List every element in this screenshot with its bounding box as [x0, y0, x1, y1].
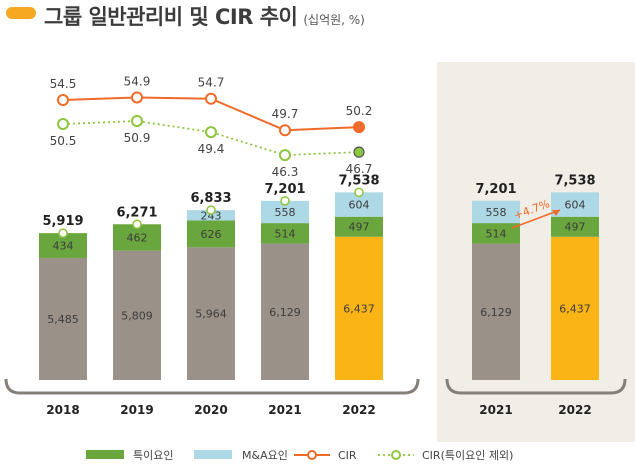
- compare-label-total-2022: 7,538: [554, 173, 595, 188]
- cir-point-2020: [205, 92, 217, 105]
- main-label-special-2018: 434: [53, 240, 74, 253]
- compare-bar-mna-2022: [551, 192, 599, 217]
- main-label-base-2019: 5,809: [121, 309, 153, 322]
- main-label-total-2022: 7,538: [338, 173, 379, 188]
- main-bar-mna-2021: [261, 200, 309, 224]
- cir-ex-point-2022: [353, 146, 365, 158]
- main-stack-top-marker-2019: [132, 219, 142, 230]
- compare-label-special-2022: 497: [565, 221, 586, 234]
- legend-marker-cir-ex: [391, 450, 401, 460]
- main-bar-special-2022: [335, 216, 383, 237]
- compare-x-tick-2021: 2021: [479, 403, 512, 417]
- main-stack-top-marker-2022: [354, 187, 364, 198]
- main-bar-base-2019: [113, 250, 161, 380]
- main-x-tick-2022: 2022: [342, 403, 375, 417]
- main-label-base-2018: 5,485: [47, 313, 79, 326]
- growth-arrow-line: [511, 209, 561, 229]
- main-stack-top-marker-2020: [206, 205, 216, 215]
- cir-label-2020: 54.7: [198, 76, 225, 90]
- compare-label-mna-2021: 558: [486, 206, 507, 219]
- main-label-mna-2020: 243: [201, 209, 222, 222]
- main-label-mna-2022: 604: [349, 199, 370, 212]
- compare-x-tick-2022: 2022: [558, 403, 591, 417]
- cir-label-2022: 50.2: [346, 104, 373, 118]
- chart-title: 그룹 일반관리비 및 CIR 추이 (십억원, %): [44, 1, 365, 31]
- cir-point-2022: [353, 121, 365, 134]
- main-label-special-2022: 497: [349, 221, 370, 234]
- main-label-mna-2021: 558: [275, 206, 296, 219]
- cir-ex-point-2020: [205, 126, 217, 139]
- main-label-total-2019: 6,271: [116, 205, 157, 220]
- compare-label-base-2022: 6,437: [559, 302, 591, 315]
- main-bar-mna-2020: [187, 210, 235, 221]
- cir-point-2018: [57, 94, 69, 106]
- cir-ex-line: [62, 120, 360, 156]
- cir-ex-label-2019: 50.9: [124, 131, 151, 145]
- main-label-total-2020: 6,833: [190, 191, 231, 206]
- compare-bar-special-2021: [472, 223, 520, 244]
- compare-bar-special-2022: [551, 216, 599, 237]
- legend-label-cir-ex: CIR(특이요인 제외): [422, 449, 513, 462]
- main-bar-special-2020: [187, 220, 235, 248]
- main-x-tick-2019: 2019: [120, 403, 153, 417]
- main-label-base-2020: 5,964: [195, 308, 227, 321]
- main-bar-base-2022: [335, 236, 383, 380]
- cir-ex-point-2019: [131, 115, 143, 128]
- legend-label-mna: M&A요인: [242, 449, 288, 462]
- main-label-base-2022: 6,437: [343, 302, 375, 315]
- title-marker: [6, 7, 36, 19]
- main-x-tick-2021: 2021: [268, 403, 301, 417]
- cir-label-2019: 54.9: [124, 74, 151, 88]
- cir-ex-label-2022: 46.7: [346, 162, 373, 176]
- legend-swatch-special: [86, 450, 124, 459]
- compare-bar-mna-2021: [472, 200, 520, 224]
- growth-arrow-head: [552, 210, 560, 216]
- comparison-panel: [437, 62, 635, 442]
- main-axis-bracket: [4, 378, 420, 395]
- main-label-special-2020: 626: [201, 228, 222, 241]
- main-label-special-2019: 462: [127, 232, 148, 245]
- main-label-total-2021: 7,201: [264, 182, 305, 197]
- chart-title-text: 그룹 일반관리비 및 CIR 추이: [44, 5, 298, 29]
- main-bar-base-2018: [39, 257, 87, 380]
- compare-bar-base-2021: [472, 243, 520, 380]
- cir-point-2021: [279, 124, 291, 137]
- cir-label-2018: 54.5: [50, 77, 77, 91]
- legend-label-cir: CIR: [338, 449, 357, 462]
- main-label-base-2021: 6,129: [269, 306, 301, 319]
- main-x-tick-2020: 2020: [194, 403, 227, 417]
- compare-label-special-2021: 514: [486, 227, 507, 240]
- compare-bar-base-2022: [551, 236, 599, 380]
- compare-axis-bracket: [445, 378, 627, 395]
- cir-ex-label-2018: 50.5: [50, 134, 77, 148]
- main-label-total-2018: 5,919: [42, 214, 83, 229]
- main-label-special-2021: 514: [275, 227, 296, 240]
- cir-ex-label-2021: 46.3: [272, 165, 299, 179]
- main-stack-top-marker-2018: [58, 228, 68, 238]
- cir-label-2021: 49.7: [272, 107, 299, 121]
- legend-swatch-mna: [194, 450, 232, 459]
- main-stack-top-marker-2021: [280, 196, 290, 206]
- main-bar-base-2021: [261, 243, 309, 380]
- legend-label-special: 특이요인: [133, 449, 173, 462]
- legend-marker-cir: [307, 450, 317, 460]
- compare-label-total-2021: 7,201: [475, 182, 516, 197]
- cir-ex-point-2018: [57, 118, 69, 130]
- main-bar-special-2021: [261, 223, 309, 244]
- main-x-tick-2018: 2018: [46, 403, 79, 417]
- compare-label-base-2021: 6,129: [480, 306, 512, 319]
- cir-ex-point-2021: [279, 149, 291, 162]
- chart-unit: (십억원, %): [303, 13, 365, 27]
- cir-point-2019: [131, 91, 143, 104]
- main-bar-base-2020: [187, 247, 235, 380]
- cir-ex-label-2020: 49.4: [198, 142, 225, 156]
- compare-label-mna-2022: 604: [565, 199, 586, 212]
